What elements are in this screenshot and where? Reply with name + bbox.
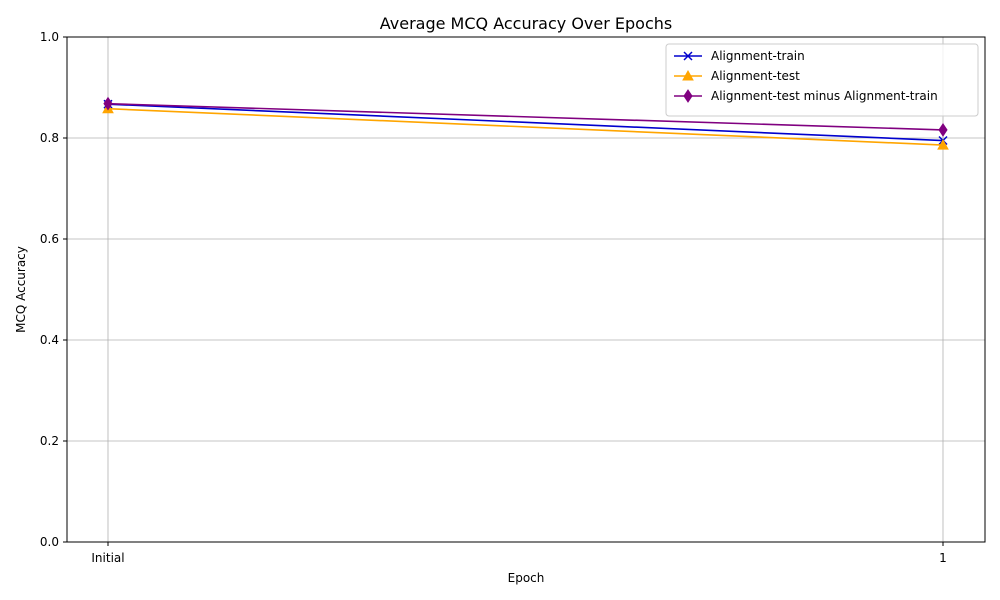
data-point	[937, 139, 949, 150]
y-tick-label: 0.8	[40, 131, 59, 145]
y-tick-label: 0.4	[40, 333, 59, 347]
series-line	[107, 107, 944, 146]
x-tick-label: Initial	[91, 551, 124, 565]
x-axis-label: Epoch	[508, 571, 545, 585]
y-axis-label: MCQ Accuracy	[14, 246, 28, 333]
legend: Alignment-train Alignment-test Alignment-t…	[665, 43, 979, 117]
legend-entry: Alignment-test	[674, 69, 800, 83]
y-tick-label: 0.6	[40, 232, 59, 246]
series-layer	[102, 96, 949, 150]
legend-label: Alignment-test	[711, 69, 800, 83]
y-tick-label: 0.2	[40, 434, 59, 448]
y-tick-label: 1.0	[40, 30, 59, 44]
legend-box	[665, 43, 979, 117]
legend-entry: Alignment-test minus Alignment-train	[674, 89, 938, 103]
legend-marker	[683, 89, 693, 103]
series-line	[107, 103, 944, 142]
series-line	[107, 102, 944, 131]
legend-marker	[682, 69, 694, 81]
legend-marker	[683, 51, 693, 61]
data-point	[938, 123, 948, 137]
y-tick-label: 0.0	[40, 535, 59, 549]
legend-label: Alignment-train	[711, 49, 805, 63]
legend-label: Alignment-test minus Alignment-train	[711, 89, 938, 103]
legend-entry: Alignment-train	[674, 49, 805, 63]
ticks: 0.0 0.2 0.4 0.6 0.8 1.0 Initial 1	[40, 30, 947, 565]
chart-title: Average MCQ Accuracy Over Epochs	[380, 14, 672, 33]
data-point	[103, 96, 113, 111]
plot-frame	[66, 36, 986, 543]
x-tick-label: 1	[939, 551, 947, 565]
